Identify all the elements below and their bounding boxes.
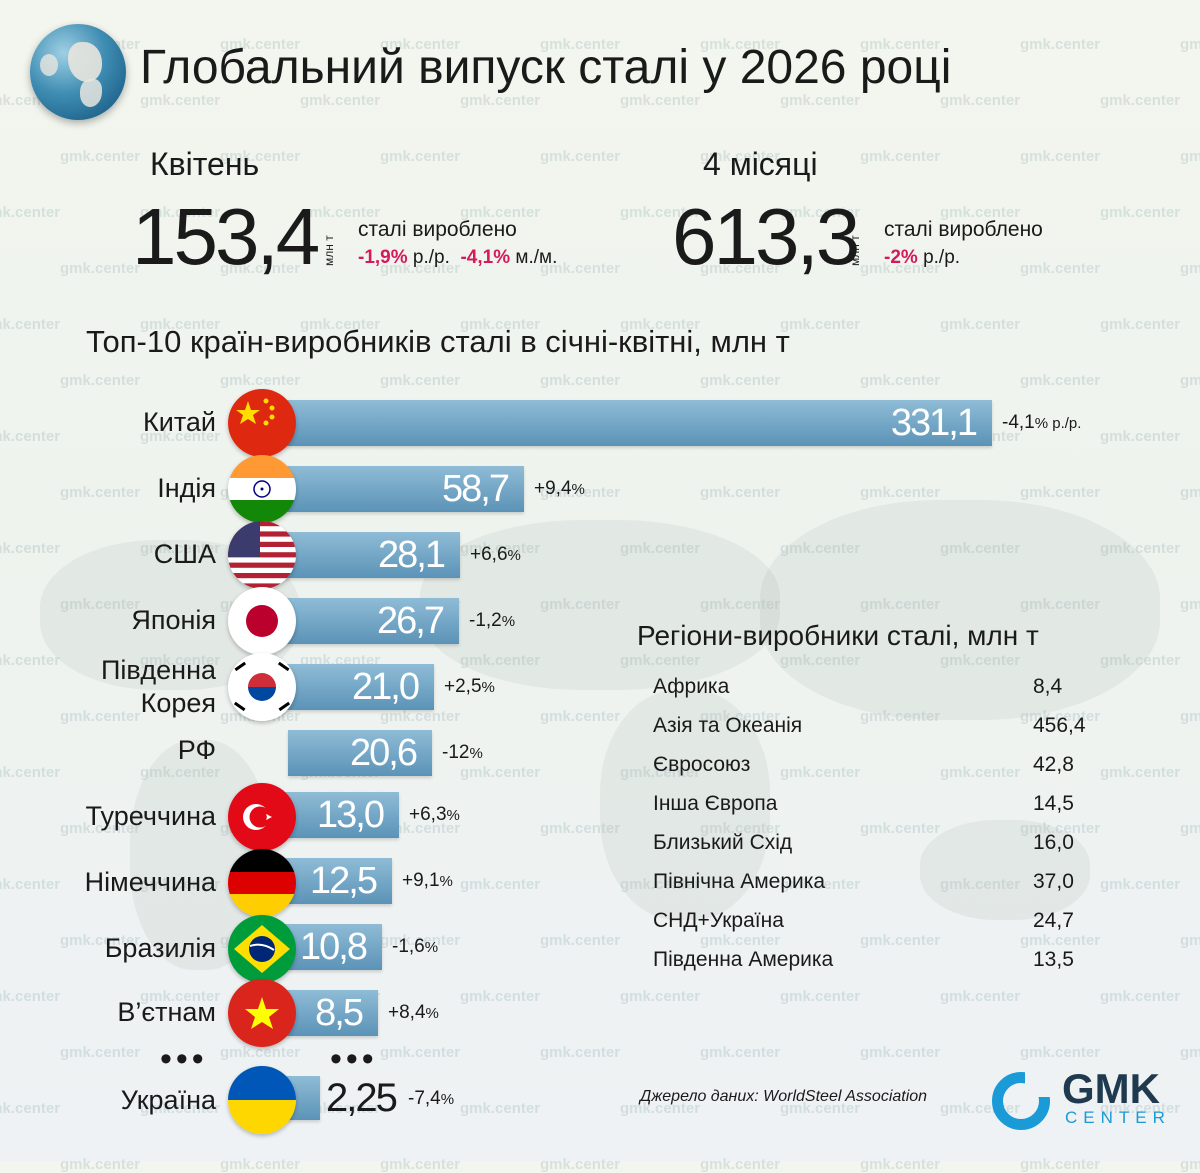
- bar-change-label: -12%: [442, 742, 483, 763]
- region-value: 42,8: [1033, 753, 1074, 776]
- region-name: Азія та Океанія: [653, 714, 803, 737]
- region-name: Близький Схід: [653, 831, 793, 854]
- bar-value-label: 13,0: [317, 794, 385, 836]
- region-value: 16,0: [1033, 831, 1074, 854]
- bar-value-label: 10,8: [300, 926, 368, 968]
- map-continent-shape: [920, 820, 1090, 920]
- bar-value-label: 8,5: [315, 992, 364, 1034]
- country-label-japan: Японія: [131, 605, 216, 635]
- ytd-label: 4 місяці: [703, 146, 818, 182]
- logo-text-sub: CENTER: [1065, 1108, 1171, 1127]
- ytd-unit: млн т: [848, 235, 862, 266]
- bar-change-label: -1,6%: [392, 936, 439, 957]
- region-name: Африка: [653, 675, 730, 698]
- region-value: 14,5: [1033, 792, 1074, 815]
- region-value: 13,5: [1033, 948, 1074, 971]
- region-name: Євросоюз: [653, 753, 751, 776]
- month-produced-label: сталі вироблено: [358, 218, 517, 241]
- ellipsis-left: •••: [160, 1040, 208, 1078]
- month-yoy-suffix: р./р.: [412, 247, 450, 268]
- bar-value-label: 20,6: [350, 732, 418, 774]
- china-flag-icon: [228, 389, 296, 457]
- bar-change-label: +2,5%: [444, 676, 495, 697]
- page-title: Глобальний випуск сталі у 2026 році: [140, 41, 952, 94]
- map-continent-shape: [760, 500, 1160, 720]
- country-label-brazil: Бразилія: [104, 933, 216, 963]
- source-note: Джерело даних: WorldSteel Association: [640, 1088, 928, 1105]
- germany-flag-icon: [228, 849, 296, 917]
- bar-change-label: +9,1%: [402, 870, 453, 891]
- ytd-yoy: -2%: [884, 247, 918, 268]
- country-label-korea-line1: Південна: [100, 655, 216, 685]
- country-label-russia: РФ: [177, 735, 216, 765]
- month-mom-suffix: м./м.: [515, 247, 558, 268]
- turkey-flag-icon: [228, 783, 296, 851]
- bar-2: [260, 466, 524, 512]
- bar-value-label: 12,5: [310, 860, 378, 902]
- month-value: 153,4: [132, 192, 320, 281]
- japan-flag-icon: [228, 587, 296, 655]
- map-continent-shape: [420, 520, 780, 690]
- vietnam-flag-icon: [228, 979, 296, 1047]
- country-label-india: Індія: [157, 473, 216, 503]
- bar-change-label: +8,4%: [388, 1002, 439, 1023]
- bar-value-label: 331,1: [890, 402, 978, 444]
- bar-change-label: -1,2%: [469, 610, 516, 631]
- bar-1: [250, 400, 992, 446]
- ukraine-flag-icon: [228, 1066, 296, 1134]
- bar-value-label: 21,0: [352, 666, 420, 708]
- country-label-china: Китай: [143, 407, 216, 437]
- bar-change-label: -4,1% р./р.: [1002, 412, 1082, 433]
- bar-value-label: 28,1: [378, 534, 446, 576]
- ellipsis-right: •••: [330, 1040, 378, 1078]
- region-name: СНД+Україна: [653, 909, 784, 932]
- month-change-line: -1,9% р./р. -4,1% м./м.: [358, 246, 557, 270]
- month-mom: -4,1%: [460, 247, 511, 268]
- month-label: Квітень: [150, 146, 260, 182]
- india-flag-icon: [228, 455, 296, 523]
- bar-value-label: 26,7: [377, 600, 445, 642]
- ytd-produced-label: сталі вироблено: [884, 218, 1043, 241]
- usa-flag-icon: [228, 521, 296, 589]
- regions-title: Регіони-виробники сталі, млн т: [637, 620, 1039, 651]
- south-korea-flag-icon: [228, 653, 296, 721]
- gmk-logo-icon: [992, 1071, 1051, 1130]
- region-value: 24,7: [1033, 909, 1074, 932]
- ytd-yoy-suffix: р./р.: [923, 247, 961, 268]
- ytd-value: 613,3: [672, 192, 860, 281]
- map-continent-shape: [600, 690, 770, 920]
- country-label-ukraine: Україна: [120, 1085, 216, 1115]
- logo-text-main: GMK: [1062, 1065, 1160, 1112]
- month-yoy: -1,9%: [358, 247, 408, 268]
- region-value: 37,0: [1033, 870, 1074, 893]
- globe-icon: [30, 24, 126, 120]
- bar-change-label: -7,4%: [408, 1088, 455, 1109]
- country-label-germany: Німеччина: [84, 867, 216, 897]
- chart-title: Топ-10 країн-виробників сталі в січні-кв…: [86, 324, 790, 359]
- country-label-turkey: Туреччина: [85, 801, 216, 831]
- country-label-korea-line2: Корея: [140, 688, 216, 718]
- bar-6: [288, 730, 432, 776]
- brazil-flag-icon: [228, 915, 296, 983]
- region-value: 456,4: [1033, 714, 1086, 737]
- bar-change-label: +6,3%: [409, 804, 460, 825]
- ytd-change-line: -2% р./р.: [884, 246, 960, 270]
- region-name: Північна Америка: [653, 870, 826, 893]
- month-unit: млн т: [322, 235, 336, 266]
- region-value: 8,4: [1033, 675, 1063, 698]
- bar-change-label: +9,4%: [534, 478, 585, 499]
- region-name: Інша Європа: [653, 792, 778, 815]
- bar-value-label: 2,25: [326, 1076, 398, 1120]
- country-label-vietnam: В’єтнам: [117, 997, 216, 1027]
- region-name: Південна Америка: [653, 948, 834, 971]
- country-label-usa: США: [153, 539, 216, 569]
- bar-change-label: +6,6%: [470, 544, 521, 565]
- bar-value-label: 58,7: [442, 468, 510, 510]
